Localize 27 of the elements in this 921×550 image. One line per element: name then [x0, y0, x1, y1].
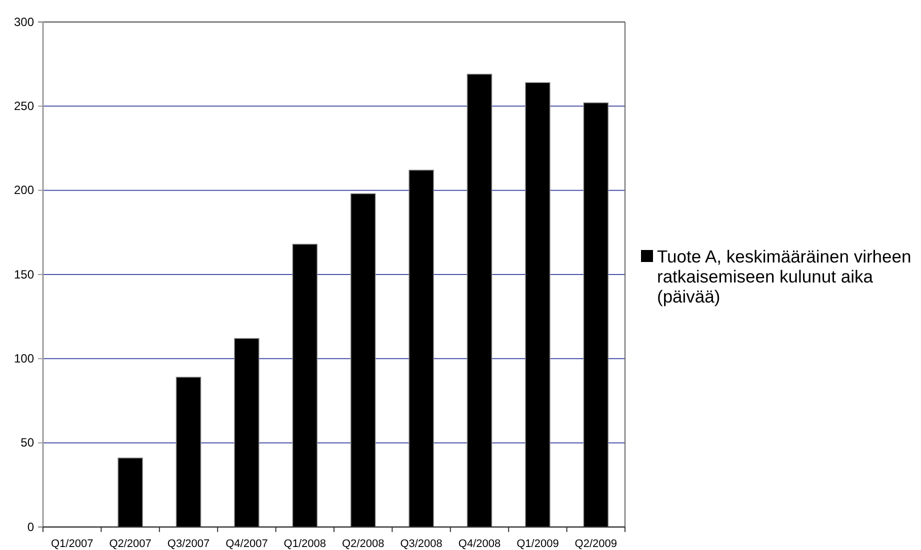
x-tick-label: Q1/2009 — [516, 538, 559, 550]
legend-label: Tuote A, keskimääräinen virheen ratkaisemiseen kulunut aika (päivää) — [657, 246, 912, 306]
y-tick-label: 0 — [27, 520, 34, 534]
bar — [292, 244, 318, 528]
bar — [525, 82, 550, 528]
y-tick-label: 250 — [14, 99, 34, 114]
bar — [583, 102, 609, 528]
x-tick-label: Q4/2007 — [226, 538, 268, 550]
x-tick-label: Q4/2008 — [458, 538, 501, 550]
y-tick-label: 200 — [14, 183, 34, 198]
bar — [176, 376, 202, 528]
bar — [466, 74, 492, 528]
x-tick-label: Q2/2008 — [342, 538, 384, 550]
bar — [118, 458, 143, 528]
y-tick-label: 100 — [14, 352, 34, 366]
y-tick-label: 50 — [20, 436, 34, 450]
x-tick-label: Q2/2009 — [574, 538, 617, 550]
bar — [350, 193, 376, 528]
y-tick-label: 300 — [14, 14, 34, 29]
bar — [408, 170, 434, 528]
x-tick-label: Q1/2008 — [284, 538, 326, 550]
x-tick-label: Q2/2007 — [109, 538, 152, 550]
x-tick-label: Q3/2007 — [167, 538, 210, 550]
bar — [234, 338, 260, 528]
x-tick-label: Q1/2007 — [51, 538, 94, 550]
y-tick-label: 150 — [14, 267, 34, 282]
x-tick-label: Q3/2008 — [400, 538, 442, 550]
